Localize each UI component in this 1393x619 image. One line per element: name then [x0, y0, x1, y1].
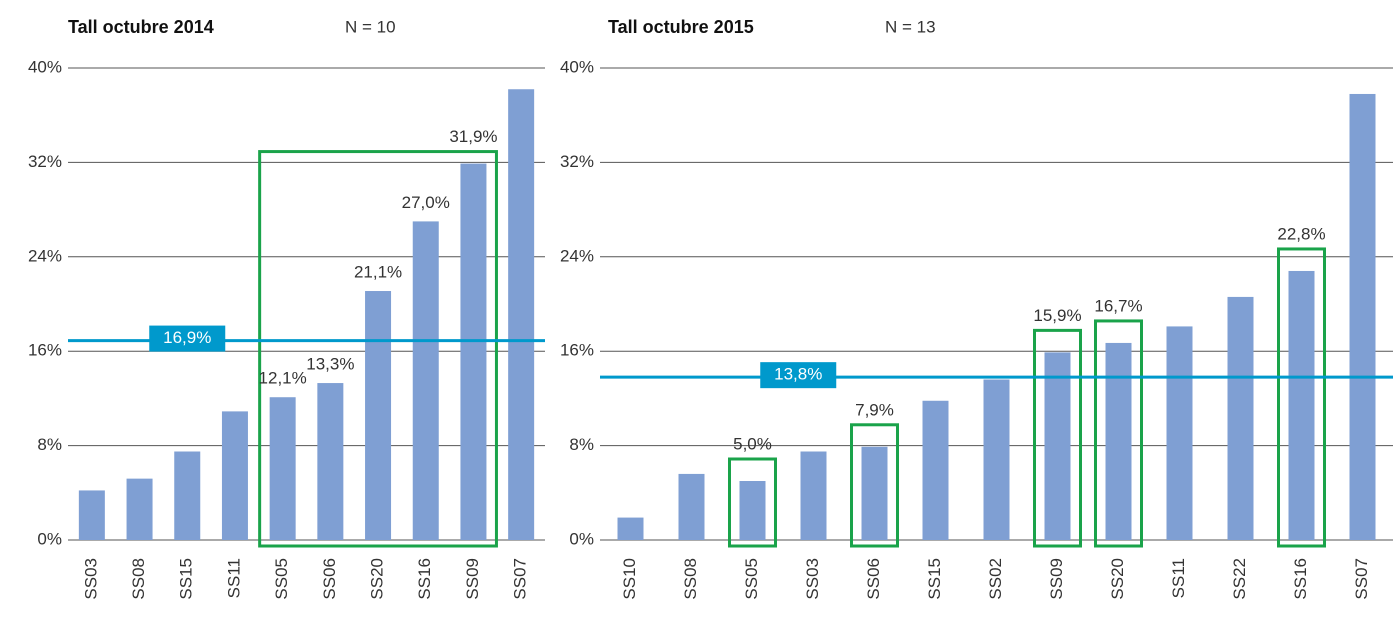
data-label: 22,8% [1277, 224, 1325, 243]
data-label: 13,3% [306, 355, 354, 374]
x-tick-label: SS10 [620, 558, 639, 600]
bar [317, 383, 344, 540]
y-tick-label: 32% [560, 152, 594, 171]
x-tick-label: SS07 [511, 558, 530, 600]
bar [861, 446, 888, 540]
bar [78, 490, 105, 540]
y-tick-label: 24% [28, 246, 62, 265]
x-tick-label: SS20 [368, 558, 387, 600]
y-tick-label: 16% [560, 341, 594, 360]
bar [1227, 296, 1254, 540]
bar [269, 397, 296, 540]
bar [739, 481, 766, 540]
bar [1288, 270, 1315, 540]
bar [1044, 352, 1071, 540]
data-label: 31,9% [449, 127, 497, 146]
x-tick-label: SS20 [1108, 558, 1127, 600]
chart-title: Tall octubre 2015 [608, 17, 754, 37]
y-tick-label: 40% [560, 57, 594, 76]
chart-subtitle: N = 10 [345, 17, 396, 36]
data-label: 15,9% [1033, 306, 1081, 325]
y-tick-label: 8% [37, 435, 62, 454]
x-tick-label: SS03 [81, 558, 100, 600]
highlight-box [1094, 319, 1143, 548]
x-tick-label: SS09 [463, 558, 482, 600]
bar [1105, 342, 1132, 540]
data-label: 12,1% [259, 369, 307, 388]
y-tick-label: 0% [37, 529, 62, 548]
x-tick-label: SS16 [415, 558, 434, 600]
bar [800, 451, 827, 540]
highlight-box [1033, 328, 1082, 548]
data-label: 21,1% [354, 263, 402, 282]
bar [221, 411, 248, 540]
data-label: 5,0% [733, 434, 772, 453]
x-tick-label: SS15 [925, 558, 944, 600]
x-tick-label: SS06 [864, 558, 883, 600]
x-tick-label: SS08 [129, 558, 148, 600]
chart-title: Tall octubre 2014 [68, 17, 214, 37]
x-tick-label: SS07 [1352, 558, 1371, 600]
x-tick-label: SS22 [1230, 558, 1249, 600]
reference-label: 16,9% [163, 328, 211, 347]
bar [126, 478, 153, 540]
x-tick-label: SS09 [1047, 558, 1066, 600]
data-label: 27,0% [402, 193, 450, 212]
data-label: 7,9% [855, 400, 894, 419]
data-label: 16,7% [1094, 296, 1142, 315]
bar [922, 400, 949, 540]
x-tick-label: SS11 [224, 558, 243, 598]
bar [678, 473, 705, 540]
highlight-box [728, 457, 777, 548]
bar [365, 291, 392, 540]
bar [174, 451, 201, 540]
bar [983, 379, 1010, 540]
x-tick-label: SS03 [803, 558, 822, 600]
x-tick-label: SS11 [1169, 558, 1188, 598]
y-tick-label: 16% [28, 341, 62, 360]
y-tick-label: 0% [569, 529, 594, 548]
bar [1166, 326, 1193, 540]
bar [1349, 93, 1376, 541]
x-tick-label: SS05 [742, 558, 761, 600]
bar [460, 163, 487, 540]
bar [508, 89, 535, 541]
y-tick-label: 24% [560, 246, 594, 265]
reference-label-bg [760, 362, 837, 389]
x-tick-label: SS02 [986, 558, 1005, 600]
x-tick-label: SS08 [681, 558, 700, 600]
y-tick-label: 40% [28, 57, 62, 76]
x-tick-label: SS06 [320, 558, 339, 600]
x-tick-label: SS16 [1291, 558, 1310, 600]
y-tick-label: 8% [569, 435, 594, 454]
highlight-box [258, 150, 498, 548]
bar [412, 221, 439, 540]
highlight-box [850, 423, 899, 548]
highlight-box [1277, 247, 1326, 548]
bar [617, 517, 644, 540]
y-tick-label: 32% [28, 152, 62, 171]
x-tick-label: SS15 [177, 558, 196, 600]
reference-label-bg [149, 325, 226, 352]
chart-subtitle: N = 13 [885, 17, 936, 36]
reference-label: 13,8% [774, 365, 822, 384]
x-tick-label: SS05 [272, 558, 291, 600]
